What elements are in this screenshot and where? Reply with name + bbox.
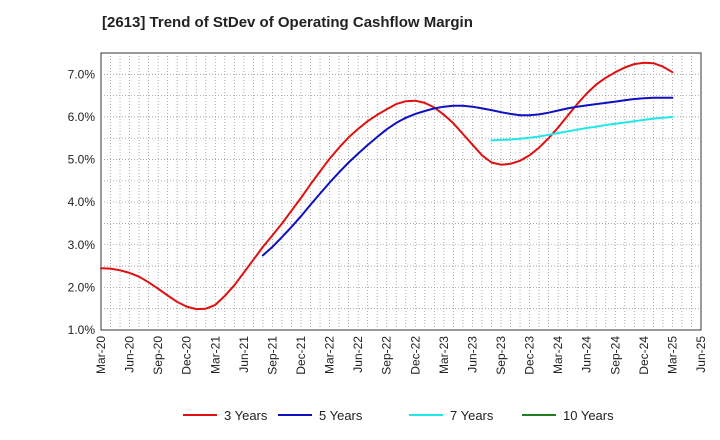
x-tick-label: Jun-23	[465, 336, 479, 373]
series-line-3-years	[100, 61, 674, 311]
chart-title: [2613] Trend of StDev of Operating Cashf…	[102, 14, 473, 31]
x-tick-label: Mar-25	[665, 336, 679, 374]
x-tick-label: Mar-21	[208, 336, 222, 374]
legend-label: 5 Years	[319, 408, 363, 423]
x-tick-label: Sep-21	[265, 336, 279, 375]
x-tick-label: Jun-21	[237, 336, 251, 373]
grid-lines	[101, 53, 701, 330]
x-tick-label: Jun-22	[351, 336, 365, 373]
x-axis: Mar-20 Jun-20 Sep-20 Dec-20 Mar-21 Jun-21 Sep-…	[94, 336, 708, 375]
legend-label: 3 Years	[224, 408, 268, 423]
y-tick-label: 4.0%	[68, 195, 96, 209]
x-tick-label: Mar-23	[437, 336, 451, 374]
x-tick-label: Mar-22	[323, 336, 337, 374]
x-tick-label: Dec-24	[637, 336, 651, 375]
legend-label: 10 Years	[563, 408, 614, 423]
series-line-5-years	[261, 96, 674, 257]
x-tick-label: Jun-25	[694, 336, 708, 373]
y-tick-label: 3.0%	[68, 238, 96, 252]
x-tick-label: Sep-22	[380, 336, 394, 375]
plot-area	[100, 52, 702, 331]
y-tick-label: 2.0%	[68, 280, 96, 294]
x-tick-label: Sep-20	[151, 336, 165, 375]
x-tick-label: Dec-21	[294, 336, 308, 375]
series-line-7-years	[490, 115, 674, 142]
x-tick-label: Mar-20	[94, 336, 108, 374]
y-tick-label: 5.0%	[68, 153, 96, 167]
y-tick-label: 7.0%	[68, 67, 96, 81]
y-axis: 1.0% 2.0% 3.0% 4.0% 5.0% 6.0% 7.0%	[68, 67, 96, 337]
x-tick-label: Sep-24	[608, 336, 622, 375]
legend: 3 Years 5 Years 7 Years 10 Years	[183, 408, 614, 423]
y-tick-label: 6.0%	[68, 110, 96, 124]
x-tick-label: Mar-24	[551, 336, 565, 374]
y-tick-label: 1.0%	[68, 323, 96, 337]
x-tick-label: Jun-24	[580, 336, 594, 373]
x-tick-label: Dec-22	[408, 336, 422, 375]
legend-label: 7 Years	[450, 408, 494, 423]
series-lines	[100, 61, 674, 311]
x-tick-label: Jun-20	[123, 336, 137, 373]
x-tick-label: Dec-23	[523, 336, 537, 375]
x-tick-label: Dec-20	[180, 336, 194, 375]
x-tick-label: Sep-23	[494, 336, 508, 375]
